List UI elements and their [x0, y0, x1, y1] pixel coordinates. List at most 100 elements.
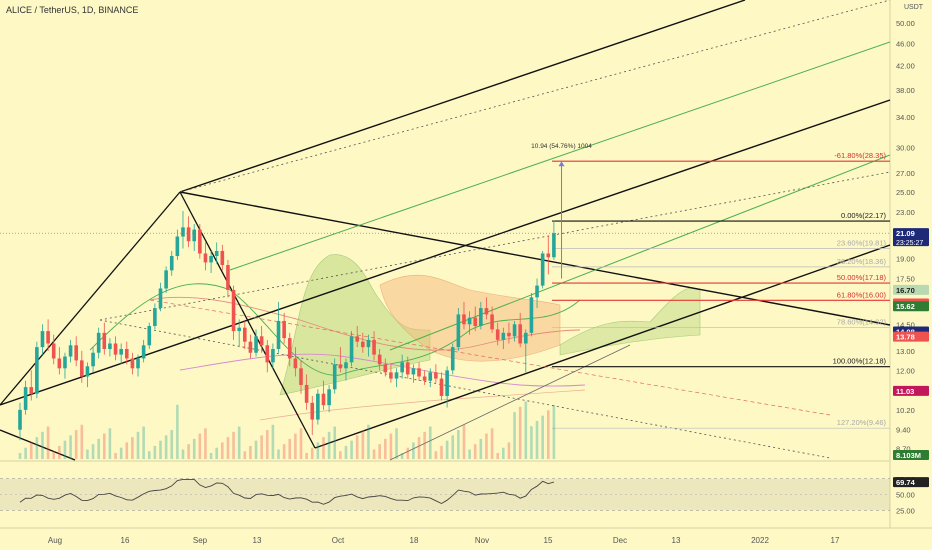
candle-body	[259, 336, 264, 346]
price-tick-label: 27.00	[896, 169, 915, 178]
fib-label: 61.80%(16.00)	[837, 290, 887, 299]
candle-body	[220, 250, 225, 266]
volume-bar	[58, 445, 61, 459]
candle-body	[338, 364, 343, 369]
volume-bar	[69, 435, 72, 459]
price-tick-label: 46.00	[896, 39, 915, 48]
candle-body	[214, 250, 219, 256]
fib-label: 38.20%(18.36)	[837, 257, 887, 266]
volume-bar	[485, 433, 488, 459]
candle-body	[192, 229, 197, 242]
volume-bar	[198, 433, 202, 459]
volume-bar	[91, 444, 95, 459]
volume-bar	[243, 451, 247, 459]
volume-bar	[226, 437, 230, 459]
candle-body	[355, 336, 359, 342]
candle-body	[209, 255, 213, 263]
candle-body	[265, 345, 270, 363]
candle-body	[181, 227, 185, 237]
volume-bar	[440, 445, 443, 459]
price-axis-currency: USDT	[904, 4, 924, 11]
date-tick-label: Sep	[193, 536, 208, 545]
volume-bar	[294, 433, 297, 459]
candle-body	[479, 308, 483, 326]
candle-body	[310, 402, 315, 420]
volume-bar	[457, 430, 460, 459]
candle-body	[377, 354, 382, 365]
candle-body	[321, 393, 326, 406]
volume-bar	[423, 431, 426, 459]
price-badge-value: 16.70	[896, 286, 915, 295]
volume-bar	[479, 438, 483, 459]
candle-body	[29, 387, 34, 394]
pitchfork-corner	[0, 429, 76, 461]
volume-bar	[164, 435, 168, 459]
candle-body	[68, 345, 73, 357]
price-badge-value: 21.09	[896, 229, 915, 238]
rsi-tick-label: 50.00	[896, 491, 915, 500]
candle-body	[484, 308, 489, 315]
volume-bar	[327, 431, 331, 459]
candle-body	[501, 332, 506, 340]
chart-title: ALICE / TetherUS, 1D, BINANCE	[6, 5, 139, 15]
candle-body	[119, 348, 123, 355]
volume-bar	[108, 428, 112, 459]
candle-body	[96, 332, 101, 353]
measure-label: 10.94 (54.76%) 1004	[531, 143, 592, 150]
volume-bar	[119, 447, 123, 459]
candle-body	[405, 362, 410, 375]
candle-body	[552, 233, 556, 258]
volume-bar	[288, 438, 292, 459]
volume-bar	[502, 447, 505, 459]
volume-bar	[249, 445, 252, 459]
volume-bar	[192, 438, 196, 459]
volume-bar	[490, 428, 494, 459]
date-tick-label: 13	[253, 536, 262, 545]
candle-body	[445, 370, 449, 396]
thin-support-line	[389, 344, 631, 461]
volume-bar	[35, 437, 39, 459]
candle-body	[237, 327, 241, 332]
candle-body	[524, 332, 528, 344]
volume-badge	[893, 450, 929, 460]
ma-red	[149, 296, 581, 351]
volume-bar	[412, 442, 415, 459]
date-tick-label: 16	[121, 536, 130, 545]
pitchfork-handle	[179, 191, 891, 326]
candle-body	[428, 372, 433, 381]
candle-body	[74, 345, 78, 361]
volume-bar	[361, 430, 365, 459]
candles	[18, 211, 556, 441]
volume-bar	[181, 449, 185, 459]
trendlines	[0, 0, 891, 461]
rsi-tick-label: 25.00	[896, 506, 915, 515]
candle-body	[164, 270, 168, 289]
candle-body	[518, 324, 522, 344]
price-tick-label: 25.00	[896, 188, 915, 197]
price-tick-label: 8.70	[896, 445, 911, 454]
volume-bar	[153, 445, 157, 459]
volume-bar	[434, 451, 438, 459]
volume-bar	[378, 444, 381, 459]
volume-bar	[530, 426, 533, 459]
volume-bar	[187, 444, 190, 459]
price-badge-value: 13.78	[896, 333, 915, 342]
price-tick-label: 17.50	[896, 275, 915, 284]
volume-bar	[400, 453, 404, 459]
candle-body	[130, 358, 135, 369]
candle-body	[147, 325, 152, 346]
candle-body	[248, 341, 253, 353]
volume-bar	[271, 424, 275, 459]
fib-label: 50.00%(17.18)	[837, 273, 887, 282]
ma-purple	[179, 353, 586, 387]
volume-bar	[468, 449, 471, 459]
fib-label: 23.60%(19.81)	[837, 238, 887, 247]
red-dashed-line	[149, 299, 831, 416]
green-channel-upper	[229, 41, 891, 271]
candle-body	[417, 368, 421, 377]
volume-bar	[204, 428, 207, 459]
price-badge-value: 15.62	[896, 302, 915, 311]
volume-bar	[97, 438, 100, 459]
candle-body	[495, 329, 500, 340]
